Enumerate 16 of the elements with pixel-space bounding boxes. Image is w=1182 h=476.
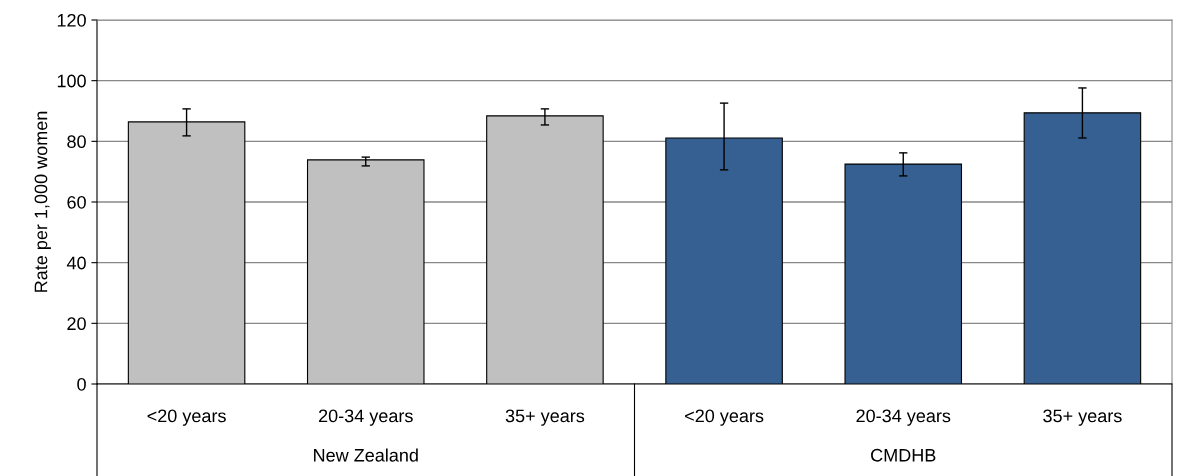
y-tick-label: 0 [77,377,86,391]
x-tick-label: 35+ years [505,409,585,426]
y-tick-label: 40 [66,256,86,270]
y-axis-title: Rate per 1,000 women [34,111,51,292]
y-tick-label: 100 [57,74,86,88]
x-tick-label: 20-34 years [318,409,413,426]
y-tick-label: 60 [67,195,86,209]
x-tick-label: 20-34 years [856,409,951,426]
x-tick-label: <20 years [685,409,764,426]
y-tick-label: 120 [57,13,86,27]
y-tick-label: 80 [67,135,86,149]
text: CMDHB [871,448,936,462]
x-tick-label: <20 years [147,409,226,426]
x-tick-label: 35+ years [1043,409,1122,426]
text: New Zealand [314,448,418,462]
y-tick-label: 20 [67,317,86,331]
